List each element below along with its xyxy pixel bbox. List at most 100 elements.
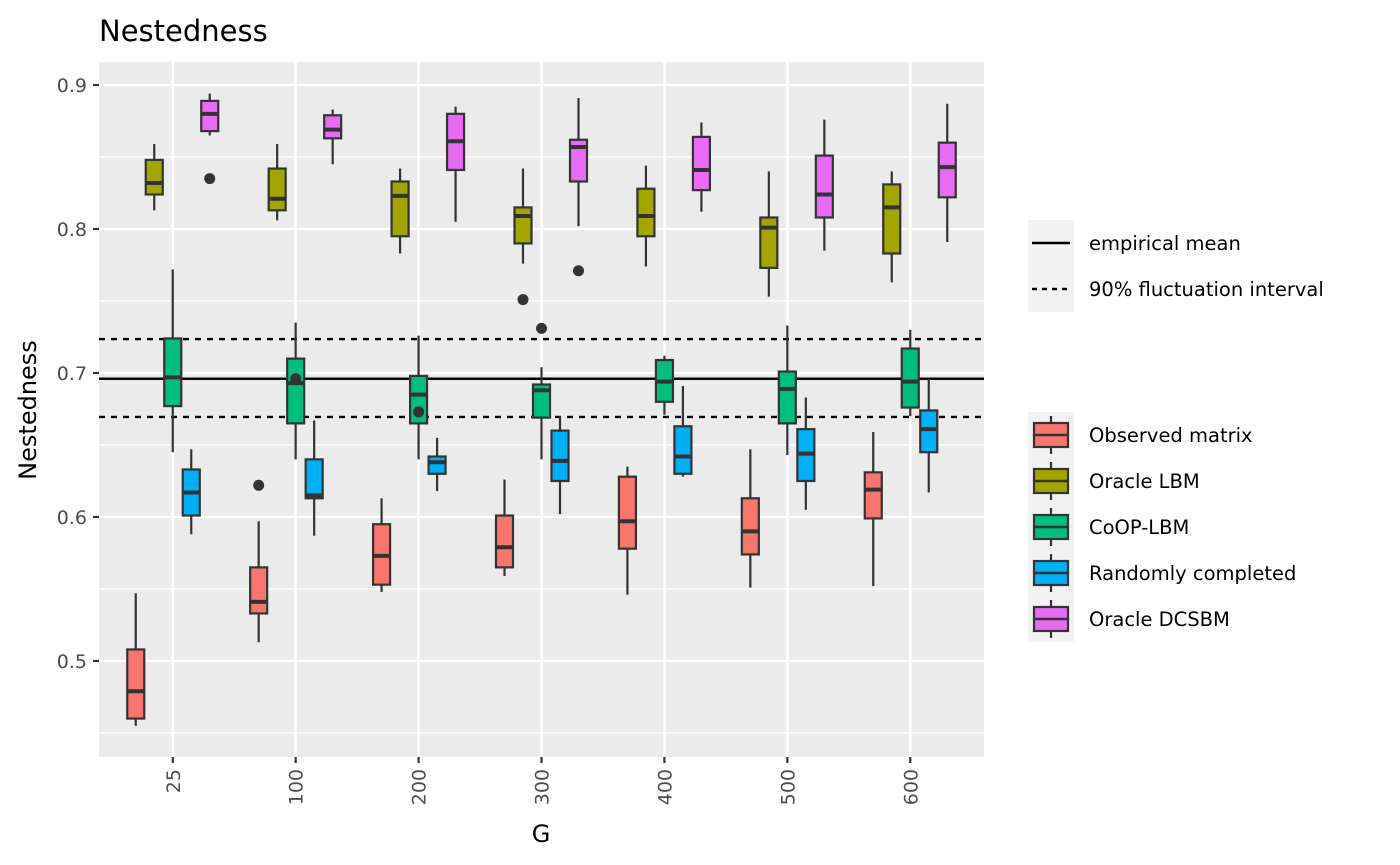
y-tick-label: 0.6 <box>57 507 87 529</box>
box-body <box>863 471 883 520</box>
box-body <box>267 167 287 212</box>
x-tick-label: 100 <box>286 769 308 805</box>
legend-label: 90% fluctuation interval <box>1089 278 1324 301</box>
legend-label: Observed matrix <box>1089 424 1253 447</box>
box-body <box>759 216 779 269</box>
box-body <box>323 114 343 140</box>
box-body <box>286 357 306 425</box>
box-body <box>550 429 570 483</box>
box <box>286 322 306 460</box>
x-tick-label: 500 <box>777 769 799 805</box>
box-body <box>777 370 797 425</box>
legend-item: Oracle DCSBM <box>1032 600 1230 638</box>
x-tick-label: 600 <box>900 769 922 805</box>
x-tick-label: 25 <box>163 769 185 793</box>
series-randomly-completed <box>181 378 939 536</box>
series-oracle-lbm <box>144 144 902 306</box>
y-tick-label: 0.7 <box>57 363 87 385</box>
box-body <box>163 337 183 408</box>
box <box>937 103 957 242</box>
outlier-point <box>290 373 302 385</box>
legend-label: CoOP-LBM <box>1089 516 1189 539</box>
outlier-point <box>253 479 265 491</box>
box-body <box>494 514 515 569</box>
box <box>919 378 939 493</box>
box <box>814 119 834 251</box>
x-axis-title: G <box>532 820 551 848</box>
box-body <box>882 183 902 255</box>
outlier-point <box>413 406 425 418</box>
box-body <box>531 383 552 419</box>
box <box>900 329 920 417</box>
box <box>427 437 447 492</box>
series-coop-lbm <box>163 269 920 460</box>
legend-item: Randomly completed <box>1032 554 1296 592</box>
legend-label: empirical mean <box>1089 232 1241 255</box>
chart-title: Nestedness <box>99 14 268 48</box>
box <box>390 168 410 254</box>
box-body <box>568 138 589 183</box>
outlier-point <box>204 173 216 185</box>
box <box>636 165 656 267</box>
box-body <box>814 154 834 219</box>
series-observed-matrix <box>126 432 883 726</box>
box <box>777 325 797 456</box>
legend-label: Oracle LBM <box>1089 470 1200 493</box>
series-oracle-dcsbm <box>200 93 957 277</box>
x-tick-label: 300 <box>532 769 554 805</box>
box <box>181 449 201 535</box>
box <box>163 269 183 453</box>
box-body <box>740 497 760 556</box>
legend-key-background <box>1028 220 1074 312</box>
box-body <box>200 99 220 133</box>
box-body <box>919 409 939 454</box>
box-body <box>144 158 164 196</box>
box <box>126 593 146 726</box>
y-axis-title: Nestedness <box>14 340 42 480</box>
box <box>323 109 343 165</box>
box-body <box>937 141 957 199</box>
box <box>494 479 515 577</box>
legend-item: Oracle LBM <box>1032 462 1200 500</box>
legend-series: Observed matrix Oracle LBM CoOP-LBM Randoml… <box>1028 412 1296 642</box>
box <box>408 335 429 460</box>
box <box>513 168 533 306</box>
outlier-point <box>536 322 547 334</box>
legend-label: Oracle DCSBM <box>1089 608 1230 631</box>
box-body <box>304 458 324 500</box>
box <box>267 144 287 221</box>
box <box>759 171 779 297</box>
box <box>691 122 712 212</box>
x-axis: 25 100 200 300 400 500 600 <box>163 757 922 805</box>
box <box>445 106 466 222</box>
box-body <box>636 187 656 238</box>
box <box>740 449 760 588</box>
x-tick-label: 400 <box>654 769 676 805</box>
outlier-point <box>573 265 584 277</box>
box <box>568 97 589 277</box>
box <box>796 397 816 510</box>
box-body <box>617 475 638 550</box>
box-series <box>126 93 957 726</box>
box-body <box>427 455 447 475</box>
legend-item: Observed matrix <box>1032 416 1253 454</box>
x-tick-label: 200 <box>409 769 431 805</box>
box <box>882 171 902 283</box>
legend-item: CoOP-LBM <box>1032 508 1189 546</box>
box <box>144 144 164 211</box>
y-tick-label: 0.8 <box>57 219 87 241</box>
box-body <box>900 347 920 409</box>
box-body <box>513 206 533 245</box>
y-axis: 0.5 0.6 0.7 0.8 0.9 <box>57 75 99 673</box>
box <box>531 322 552 460</box>
box <box>249 479 269 643</box>
box <box>550 416 570 515</box>
legend-line-types: empirical mean 90% fluctuation interval <box>1028 220 1324 312</box>
box-body <box>390 180 410 238</box>
box <box>617 466 638 595</box>
box <box>304 420 324 536</box>
outlier-point <box>517 294 529 306</box>
box-body <box>126 648 146 720</box>
box-body <box>691 135 712 192</box>
